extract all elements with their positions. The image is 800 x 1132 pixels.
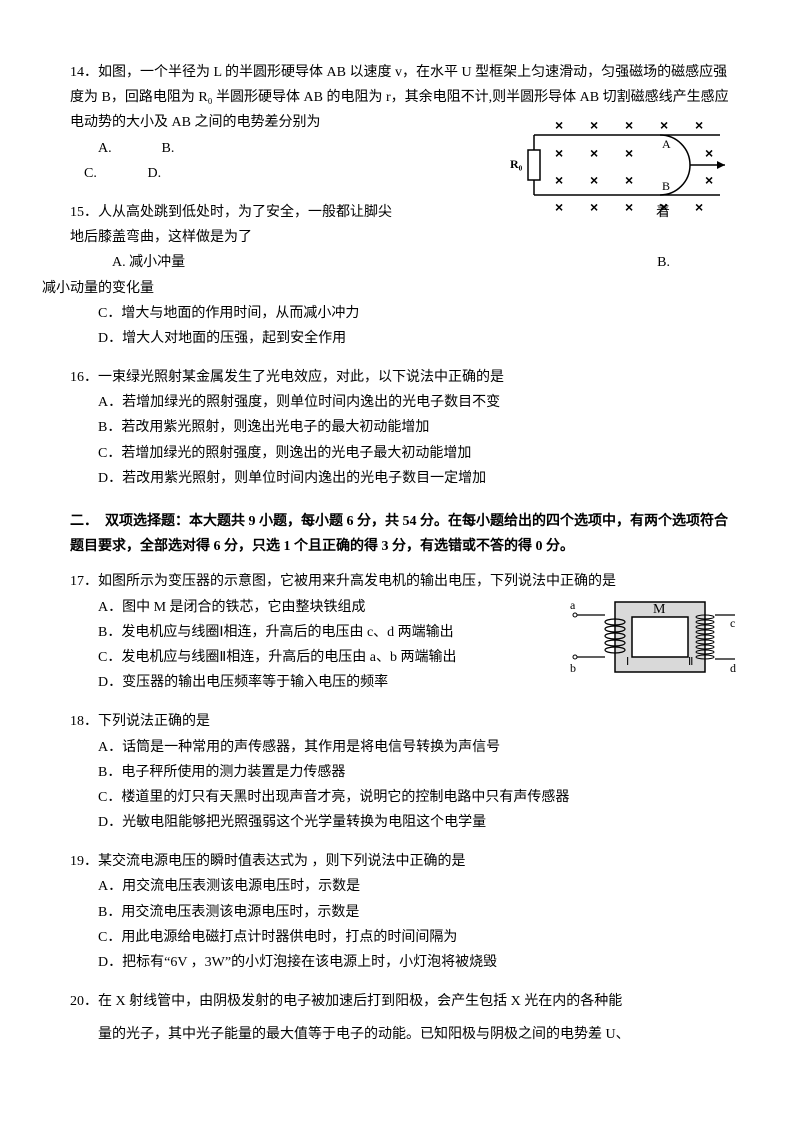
fig17-b: b — [570, 661, 576, 675]
fig14-r0-label: R₀ — [510, 157, 523, 171]
q17-body: 如图所示为变压器的示意图，它被用来升高发电机的输出电压，下列说法中正确的是 — [98, 574, 616, 589]
q19-opt-d: D．把标有“6V ，3W”的小灯泡接在该电源上时，小灯泡将被烧毁 — [98, 950, 730, 975]
q15-line2: 地后膝盖弯曲，这样做是为了 — [70, 225, 730, 250]
section-2-heading: 二． 双项选择题：本大题共 9 小题，每小题 6 分，共 54 分。在每小题给出… — [70, 509, 730, 559]
q15-opt-b-right: B. — [657, 250, 670, 275]
fig14-b-label: B — [662, 179, 670, 193]
svg-text:×: × — [555, 145, 563, 161]
q15-opt-b-line2: 减小动量的变化量 — [42, 276, 730, 301]
q15-num: 15． — [70, 205, 98, 220]
q15-opt-c: C．增大与地面的作用时间，从而减小冲力 — [98, 301, 730, 326]
question-20: 20．在 X 射线管中，由阴极发射的电子被加速后打到阳极，会产生包括 X 光在内… — [70, 989, 730, 1047]
q15-line1: 15．人从高处跳到低处时，为了安全，一般都让脚尖 着 — [70, 200, 730, 225]
q16-body: 一束绿光照射某金属发生了光电效应，对此，以下说法中正确的是 — [98, 370, 504, 385]
svg-text:×: × — [555, 117, 563, 133]
svg-text:×: × — [625, 172, 633, 188]
q16-opt-d: D．若改用紫光照射，则单位时间内逸出的光电子数目一定增加 — [98, 466, 730, 491]
svg-text:×: × — [555, 172, 563, 188]
q19-text: 19．某交流电源电压的瞬时值表达式为 ，则下列说法中正确的是 — [70, 849, 730, 874]
fig17-m: M — [653, 602, 666, 617]
q19-opt-a: A．用交流电压表测该电源电压时，示数是 — [98, 874, 730, 899]
q15-opts: A. 减小冲量 B. — [70, 250, 730, 275]
svg-text:×: × — [590, 172, 598, 188]
q15-opts-cd: C．增大与地面的作用时间，从而减小冲力 D．增大人对地面的压强，起到安全作用 — [70, 301, 730, 351]
figure-17: a b c d M Ⅰ Ⅱ — [570, 587, 740, 687]
q17-opt-a: A．图中 M 是闭合的铁芯，它由整块铁组成 — [98, 595, 538, 620]
q18-opt-b: B．电子秤所使用的测力装置是力传感器 — [98, 760, 730, 785]
q14-opt-c: C. — [84, 161, 144, 186]
fig17-ii: Ⅱ — [688, 656, 693, 668]
q17-opts: A．图中 M 是闭合的铁芯，它由整块铁组成 B．发电机应与线圈Ⅰ相连，升高后的电… — [70, 595, 538, 696]
q19-body: 某交流电源电压的瞬时值表达式为 ，则下列说法中正确的是 — [98, 854, 466, 869]
question-19: 19．某交流电源电压的瞬时值表达式为 ，则下列说法中正确的是 A．用交流电压表测… — [70, 849, 730, 975]
q16-opts: A．若增加绿光的照射强度，则单位时间内逸出的光电子数目不变 B．若改用紫光照射，… — [70, 390, 730, 491]
q16-text: 16．一束绿光照射某金属发生了光电效应，对此，以下说法中正确的是 — [70, 365, 730, 390]
q17-opt-c: C．发电机应与线圈Ⅱ相连，升高后的电压由 a、b 两端输出 — [98, 645, 538, 670]
question-18: 18．下列说法正确的是 A．话筒是一种常用的声传感器，其作用是将电信号转换为声信… — [70, 709, 730, 835]
q16-opt-c: C．若增加绿光的照射强度，则逸出的光电子最大初动能增加 — [98, 441, 730, 466]
q17-opt-d: D．变压器的输出电压频率等于输入电压的频率 — [98, 670, 538, 695]
q20-line1: 20．在 X 射线管中，由阴极发射的电子被加速后打到阳极，会产生包括 X 光在内… — [70, 989, 730, 1014]
fig17-d: d — [730, 661, 736, 675]
q17-opt-b: B．发电机应与线圈Ⅰ相连，升高后的电压由 c、d 两端输出 — [98, 620, 538, 645]
q16-num: 16． — [70, 370, 98, 385]
q18-opt-a: A．话筒是一种常用的声传感器，其作用是将电信号转换为声信号 — [98, 735, 730, 760]
q20-line2: 量的光子，其中光子能量的最大值等于电子的动能。已知阳极与阴极之间的电势差 U、 — [70, 1022, 730, 1047]
q19-opt-b: B．用交流电压表测该电源电压时，示数是 — [98, 900, 730, 925]
fig17-c: c — [730, 616, 735, 630]
question-15: 15．人从高处跳到低处时，为了安全，一般都让脚尖 着 地后膝盖弯曲，这样做是为了… — [70, 200, 730, 351]
q15-opt-a-row: A. 减小冲量 B. — [98, 250, 730, 275]
q14-num: 14． — [70, 65, 98, 80]
q19-num: 19． — [70, 854, 98, 869]
q15-text-left: 人从高处跳到低处时，为了安全，一般都让脚尖 — [98, 205, 392, 220]
q17-num: 17． — [70, 574, 98, 589]
q14-opt-a: A. — [98, 136, 158, 161]
svg-text:×: × — [590, 117, 598, 133]
q14-opt-d: D. — [148, 166, 162, 181]
svg-text:×: × — [590, 145, 598, 161]
q15-opt-d: D．增大人对地面的压强，起到安全作用 — [98, 326, 730, 351]
question-17: 17．如图所示为变压器的示意图，它被用来升高发电机的输出电压，下列说法中正确的是… — [70, 569, 730, 695]
q14-opt-b: B. — [162, 141, 175, 156]
q15-text-right: 着 — [656, 200, 670, 225]
q18-num: 18． — [70, 714, 98, 729]
fig14-a-label: A — [662, 137, 671, 151]
q19-opts: A．用交流电压表测该电源电压时，示数是 B．用交流电压表测该电源电压时，示数是 … — [70, 874, 730, 975]
fig17-a: a — [570, 598, 576, 612]
svg-text:×: × — [705, 145, 713, 161]
svg-text:×: × — [625, 117, 633, 133]
q16-opt-b: B．若改用紫光照射，则逸出光电子的最大初动能增加 — [98, 415, 730, 440]
q20-num: 20． — [70, 994, 98, 1009]
q18-opt-d: D．光敏电阻能够把光照强弱这个光学量转换为电阻这个电学量 — [98, 810, 730, 835]
q19-opt-c: C．用此电源给电磁打点计时器供电时，打点的时间间隔为 — [98, 925, 730, 950]
q15-opt-a-label: A. — [98, 255, 126, 270]
svg-text:×: × — [625, 145, 633, 161]
question-14: 14．如图，一个半径为 L 的半圆形硬导体 AB 以速度 v，在水平 U 型框架… — [70, 60, 730, 186]
figure-17-svg: a b c d M Ⅰ Ⅱ — [570, 587, 740, 687]
q15-opt-a-text: 减小冲量 — [129, 255, 185, 270]
q20-text1: 在 X 射线管中，由阴极发射的电子被加速后打到阳极，会产生包括 X 光在内的各种… — [98, 994, 622, 1009]
q18-body: 下列说法正确的是 — [98, 714, 210, 729]
q18-opts: A．话筒是一种常用的声传感器，其作用是将电信号转换为声信号 B．电子秤所使用的测… — [70, 735, 730, 836]
svg-text:×: × — [660, 117, 668, 133]
fig17-i: Ⅰ — [626, 656, 629, 668]
svg-text:×: × — [705, 172, 713, 188]
question-16: 16．一束绿光照射某金属发生了光电效应，对此，以下说法中正确的是 A．若增加绿光… — [70, 365, 730, 491]
q18-text: 18．下列说法正确的是 — [70, 709, 730, 734]
q16-opt-a: A．若增加绿光的照射强度，则单位时间内逸出的光电子数目不变 — [98, 390, 730, 415]
q18-opt-c: C．楼道里的灯只有天黑时出现声音才亮，说明它的控制电路中只有声传感器 — [98, 785, 730, 810]
svg-text:×: × — [695, 117, 703, 133]
